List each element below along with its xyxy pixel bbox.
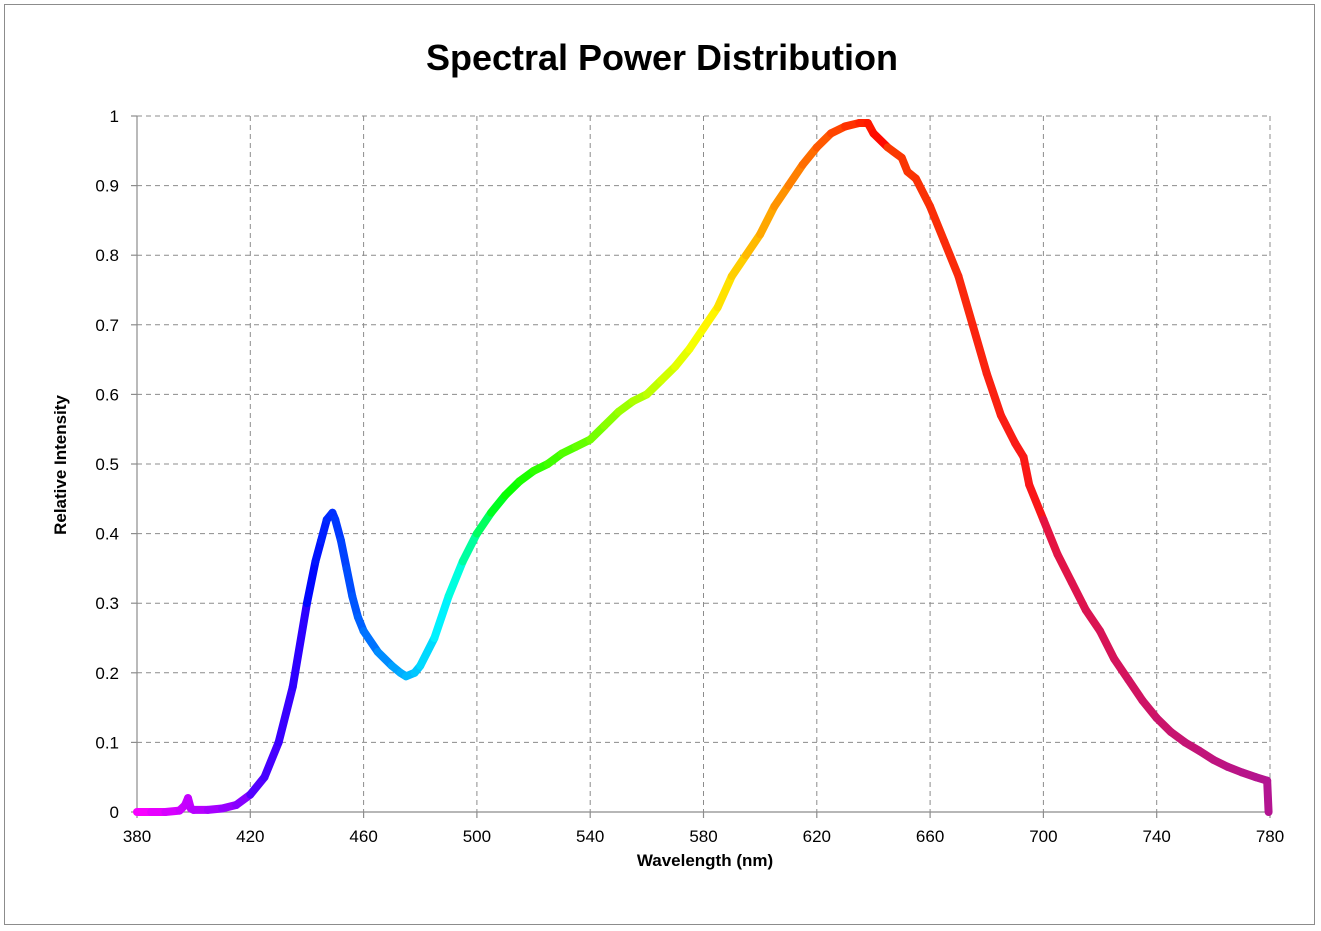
y-tick-label: 0.8 [95,246,119,265]
spectrum-line-segment [954,272,977,329]
spectrum-line-segment [260,738,283,782]
x-tick-label: 460 [349,827,377,846]
grid-layer [137,115,1271,812]
x-tick-label: 660 [916,827,944,846]
y-tick-label: 0.9 [95,177,119,196]
spectrum-line-segment [288,599,311,691]
spectrum-line-segment [713,272,736,312]
spectrum-line-segment [940,237,963,281]
spectrum-line-segment [770,181,793,211]
y-axis-title: Relative Intensity [51,395,70,535]
spectrum-line-segment [996,411,1020,448]
spectrum-line-segment [685,324,708,354]
spectrum-line-segment [430,592,453,642]
spectrum-line-segment [444,557,467,601]
y-tick-label: 1 [110,107,119,126]
spectrum-line-segment [1019,453,1034,489]
spectrum-line-segment [1263,776,1273,816]
y-tick-label: 0.4 [95,525,119,544]
spectrum-line-segment [342,564,357,601]
x-tick-label: 580 [689,827,717,846]
chart-title: Spectral Power Distribution [426,37,898,78]
y-tick-label: 0.5 [95,455,119,474]
x-tick-labels: 380 420 460 500 540 580 620 660 700 740 780 [123,827,1284,846]
spectrum-line-segment [472,508,496,538]
spectrum-line-segment [1039,515,1062,559]
spectrum-line-segment [1124,675,1147,705]
x-tick-label: 740 [1143,827,1171,846]
spectrum-line-segment [727,251,750,281]
spectrum-line-segment [911,174,935,211]
x-tick-label: 780 [1256,827,1284,846]
spectrum-line-segment [1025,480,1048,524]
spectrum-line-segment [1081,606,1105,636]
spectrum-line-segment [741,230,765,260]
spectrum-line-segment [458,529,481,566]
spectrum-line-segment [1110,654,1133,684]
y-tick-label: 0 [110,803,119,822]
spectrum-line-segment [359,627,382,656]
x-tick-label: 420 [236,827,264,846]
y-tick-labels: 0 0.1 0.2 0.3 0.4 0.5 0.6 0.7 0.8 0.9 1 [95,107,119,822]
spectrum-line-segment [1067,578,1090,615]
y-tick-label: 0.6 [95,385,119,404]
spectrum-line-segment [699,303,722,333]
y-tick-label: 0.7 [95,316,119,335]
x-tick-label: 380 [123,827,151,846]
x-tick-label: 620 [803,827,831,846]
spectrum-line-segment [274,682,297,747]
spectrum-line-segment [784,160,807,190]
spectrum-line-segment [336,536,351,573]
x-tick-label: 500 [463,827,491,846]
spectrum-line-segment [1096,627,1119,663]
x-tick-label: 540 [576,827,604,846]
x-tick-label: 700 [1029,827,1057,846]
spectrum-line-segment [302,557,320,608]
x-axis-title: Wavelength (nm) [637,851,773,870]
y-tick-label: 0.3 [95,594,119,613]
spectrum-line-segment [926,202,949,246]
spectrum-line-segment [756,202,779,239]
axis-layer [131,115,1271,818]
y-tick-label: 0.1 [95,733,119,752]
spectrum-line-segment [416,634,439,670]
y-tick-label: 0.2 [95,664,119,683]
spectrum-line-segment [968,320,991,378]
spectrum-line-segment [1053,550,1076,587]
spectrum-line-segment [982,369,1005,420]
series-layer [133,118,1273,816]
